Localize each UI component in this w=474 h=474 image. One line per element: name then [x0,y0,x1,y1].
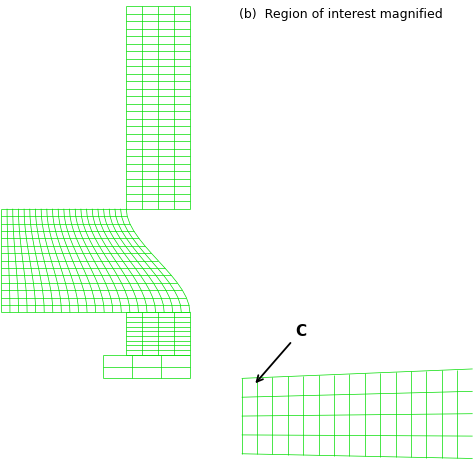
Text: (b)  Region of interest magnified: (b) Region of interest magnified [239,9,443,21]
Text: C: C [256,324,306,382]
